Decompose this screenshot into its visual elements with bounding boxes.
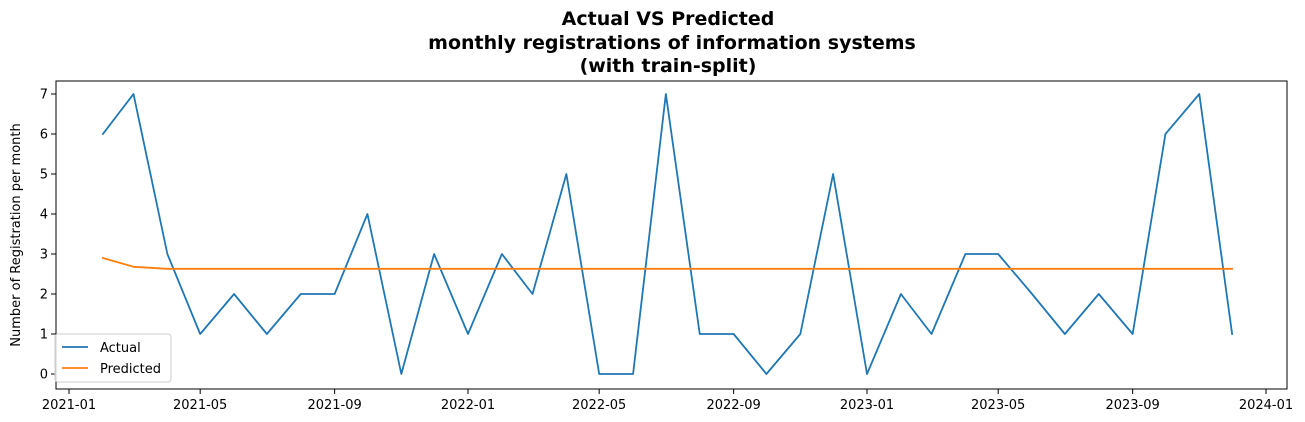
y-tick-label: 5	[40, 168, 48, 183]
x-tick-label: 2022-01	[441, 398, 495, 413]
y-axis: 0 1 2 3 4 5 6 7	[40, 88, 56, 383]
legend-box	[54, 333, 172, 383]
x-tick-label: 2023-05	[971, 398, 1025, 413]
legend-label-actual: Actual	[100, 341, 141, 356]
chart-title: Actual VS Predicted monthly registration…	[428, 8, 916, 77]
series-line-predicted	[101, 256, 1234, 270]
y-tick-label: 1	[40, 328, 48, 343]
y-tick-label: 2	[40, 288, 48, 303]
y-tick-label: 4	[40, 208, 48, 223]
x-tick-label: 2022-05	[572, 398, 626, 413]
x-tick-label: 2023-09	[1105, 398, 1159, 413]
series-layer	[101, 93, 1234, 375]
y-tick-label: 0	[40, 368, 48, 383]
chart-title-line-3: (with train-split)	[580, 55, 757, 77]
y-tick-label: 6	[40, 128, 48, 143]
series-line-actual	[101, 93, 1234, 375]
x-tick-label: 2021-09	[307, 398, 361, 413]
x-tick-label: 2024-01	[1239, 398, 1293, 413]
legend-label-predicted: Predicted	[100, 362, 161, 377]
x-tick-label: 2021-01	[42, 398, 96, 413]
x-tick-label: 2022-09	[706, 398, 760, 413]
chart-title-line-2: monthly registrations of information sys…	[428, 32, 916, 54]
plot-area-frame	[55, 80, 1288, 390]
y-tick-label: 7	[40, 88, 48, 103]
x-tick-label: 2023-01	[840, 398, 894, 413]
chart-title-line-1: Actual VS Predicted	[562, 8, 775, 30]
y-axis-label: Number of Registration per month	[9, 123, 24, 346]
y-tick-label: 3	[40, 248, 48, 263]
x-axis: 2021-01 2021-05 2021-09 2022-01 2022-05 2022-…	[42, 389, 1293, 413]
x-tick-label: 2021-05	[173, 398, 227, 413]
legend: Actual Predicted	[54, 333, 172, 383]
